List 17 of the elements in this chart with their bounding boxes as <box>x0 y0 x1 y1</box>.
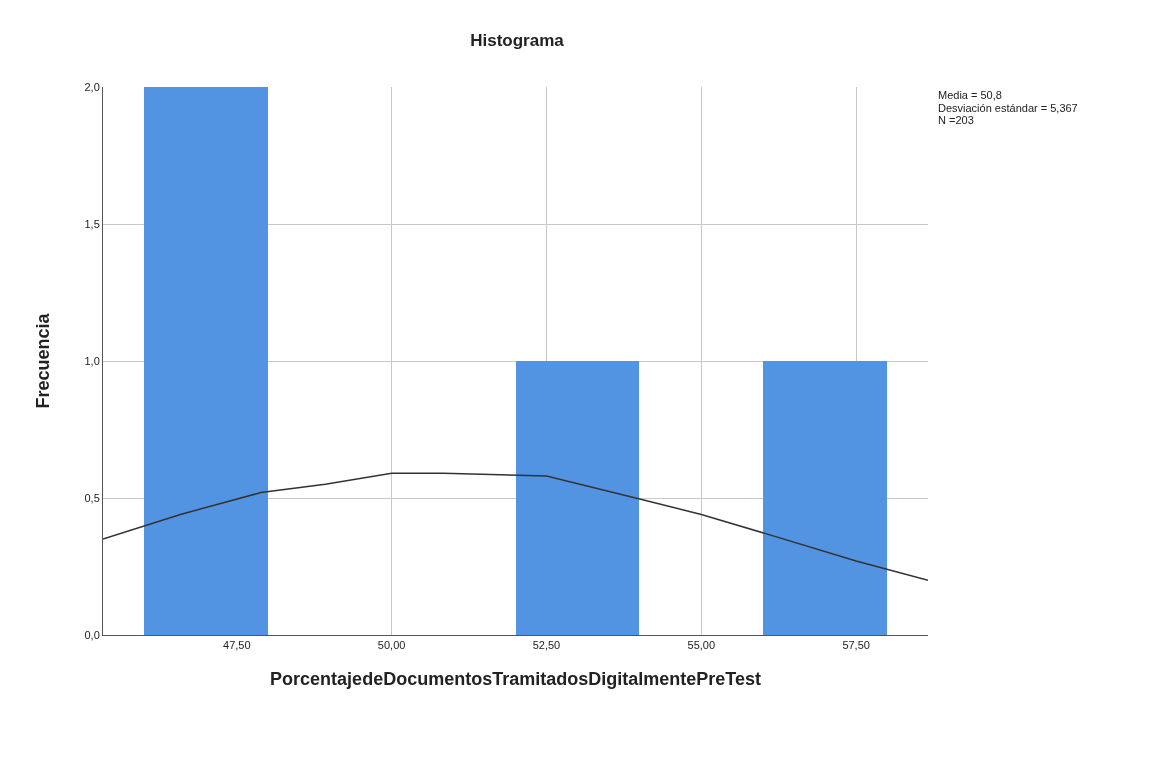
x-tick-label: 52,50 <box>532 639 561 652</box>
y-axis-title: Frecuencia <box>32 312 53 409</box>
y-tick-label: 2,0 <box>84 80 100 93</box>
chart-title: Histograma <box>470 31 565 51</box>
x-axis-title: PorcentajedeDocumentosTramitadosDigitalmentePreTest <box>270 669 761 690</box>
line-series <box>103 472 928 581</box>
y-tick-label: 0,0 <box>84 628 100 641</box>
x-tick-label: 50,00 <box>377 639 406 652</box>
y-tick-label: 0,5 <box>84 491 100 504</box>
x-tick-label: 55,00 <box>687 639 716 652</box>
y-tick-label: 1,0 <box>84 354 100 367</box>
text: Desviación estándar = 5,367 <box>938 102 1078 114</box>
x-tick-label: 47,50 <box>223 639 251 652</box>
text: Media = 50,8 <box>938 89 1002 101</box>
y-tick-label: 1,5 <box>84 217 100 230</box>
x-tick-label: 57,50 <box>842 639 870 652</box>
text: N =203 <box>938 114 974 126</box>
